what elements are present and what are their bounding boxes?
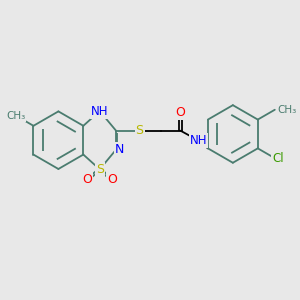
- Text: S: S: [136, 124, 144, 137]
- Text: CH₃: CH₃: [278, 105, 297, 115]
- Text: NH: NH: [91, 105, 108, 118]
- Text: CH₃: CH₃: [6, 111, 26, 121]
- Text: O: O: [82, 173, 92, 186]
- Text: O: O: [176, 106, 185, 119]
- Text: S: S: [96, 163, 104, 176]
- Text: O: O: [107, 173, 117, 186]
- Text: NH: NH: [190, 134, 207, 147]
- Text: N: N: [115, 143, 124, 156]
- Text: Cl: Cl: [272, 152, 284, 165]
